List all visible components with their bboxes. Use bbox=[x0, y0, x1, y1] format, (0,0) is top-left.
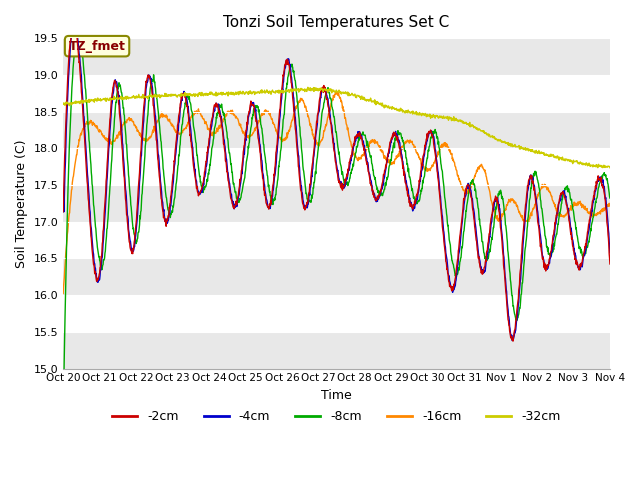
Text: TZ_fmet: TZ_fmet bbox=[68, 40, 125, 53]
Y-axis label: Soil Temperature (C): Soil Temperature (C) bbox=[15, 139, 28, 267]
Bar bbox=[63, 38, 610, 75]
Bar bbox=[63, 258, 610, 295]
Legend: -2cm, -4cm, -8cm, -16cm, -32cm: -2cm, -4cm, -8cm, -16cm, -32cm bbox=[108, 406, 566, 428]
X-axis label: Time: Time bbox=[321, 389, 352, 402]
Bar bbox=[63, 111, 610, 148]
Bar bbox=[63, 185, 610, 222]
Bar bbox=[63, 332, 610, 369]
Title: Tonzi Soil Temperatures Set C: Tonzi Soil Temperatures Set C bbox=[223, 15, 450, 30]
